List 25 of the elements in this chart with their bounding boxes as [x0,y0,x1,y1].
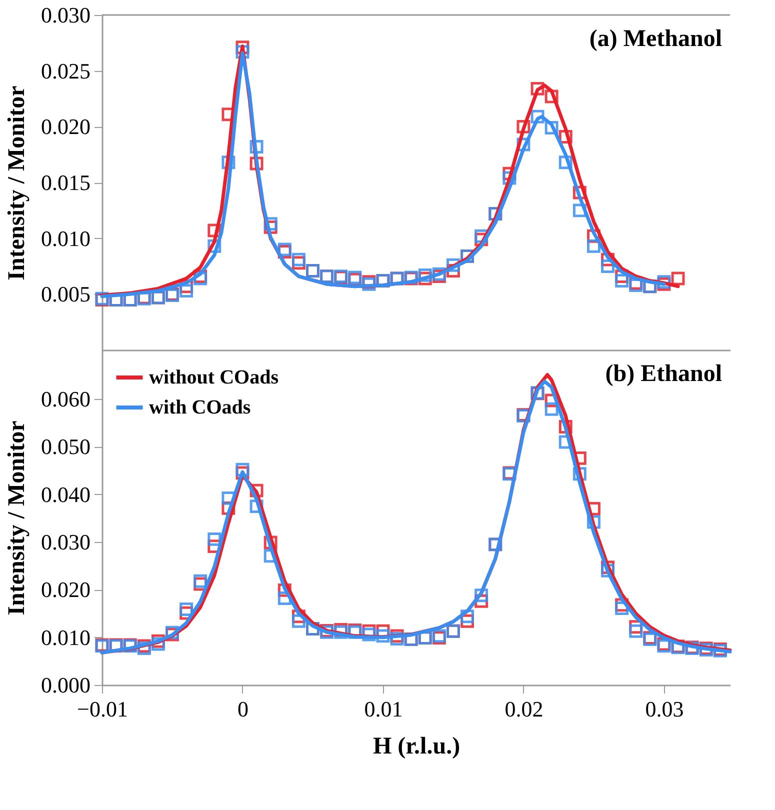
y-axis-title: Intensity / Monitor [4,420,30,616]
y-tick-label: 0.010 [41,226,90,251]
y-tick-label: 0.040 [41,482,90,507]
annotation: (b) Ethanol [605,361,722,387]
y-tick-label: 0.025 [41,58,90,84]
legend-label: without COads [149,366,279,388]
y-tick-label: 0.010 [41,624,90,650]
y-tick-label: 0.030 [41,2,90,28]
legend-label: with COads [149,396,251,418]
x-tick-label: 0.02 [504,696,544,722]
x-tick-label: 0 [237,696,248,722]
x-tick-label: 0.01 [364,696,403,722]
y-tick-label: 0.020 [41,577,90,602]
y-tick-label: 0.060 [41,386,90,412]
y-axis-title: Intensity / Monitor [4,85,30,280]
y-tick-label: 0.015 [41,170,90,195]
x-tick-label: 0.03 [645,696,684,722]
y-tick-label: 0.000 [41,672,90,698]
y-tick-label: 0.005 [41,282,90,307]
y-tick-label: 0.020 [41,114,90,140]
x-tick-label: −0.01 [77,696,128,722]
y-tick-label: 0.050 [41,434,90,460]
x-axis-title: H (r.l.u.) [372,734,460,760]
y-tick-label: 0.030 [41,530,90,555]
annotation: (a) Methanol [589,26,722,52]
